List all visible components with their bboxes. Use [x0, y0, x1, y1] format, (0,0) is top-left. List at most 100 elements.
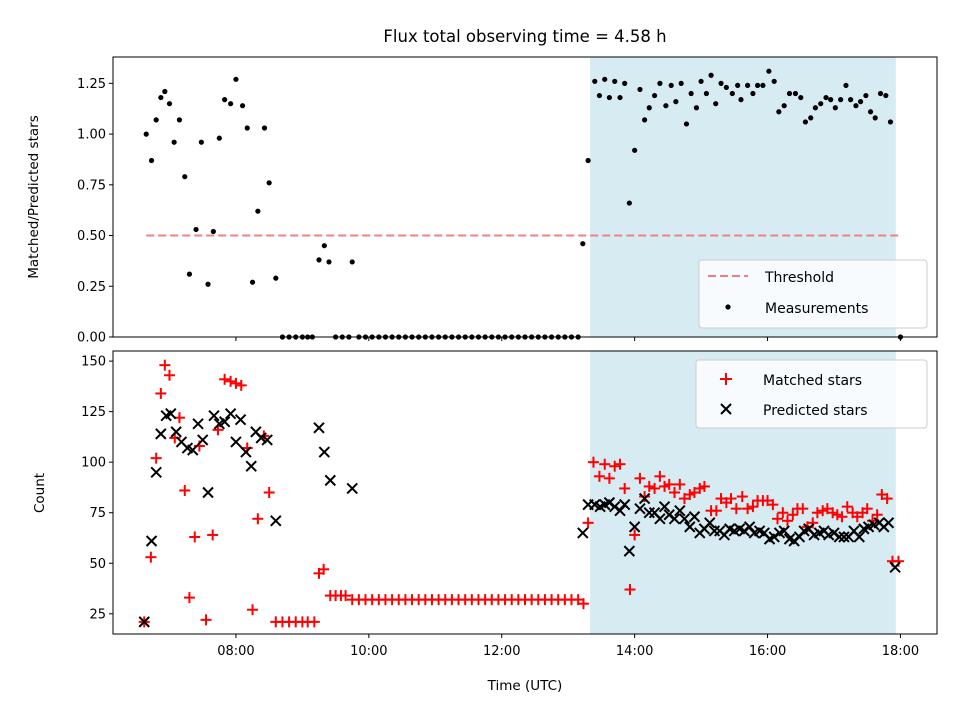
measurement-point [723, 84, 729, 91]
predicted-star-point [313, 422, 325, 434]
predicted-star-point [202, 486, 214, 499]
measurement-point [171, 139, 177, 145]
matched-star-point [649, 482, 661, 494]
matched-star-point [145, 551, 157, 563]
predicted-star-point [245, 460, 257, 472]
matched-star-point [811, 507, 823, 519]
measurement-point [792, 90, 799, 97]
count-y-tick-label: 25 [89, 607, 106, 622]
predicted-star-point [138, 616, 150, 628]
matched-star-point [742, 503, 754, 515]
measurement-point [798, 94, 804, 101]
measurement-point [872, 115, 878, 121]
predicted-star-point [668, 513, 681, 525]
measurement-point [760, 82, 766, 89]
measurement-point [887, 119, 894, 125]
ratio-axes-frame [112, 56, 938, 338]
x-tick-label: 18:00 [882, 644, 919, 659]
matched-star-point [881, 493, 893, 505]
matched-star-point [163, 369, 175, 381]
measurement-point [612, 78, 618, 84]
measurement-point [657, 80, 663, 86]
measurement-point [626, 200, 632, 206]
measurement-point [326, 259, 332, 265]
measurement-point [222, 97, 228, 103]
measurement-point [776, 109, 782, 115]
matched-star-point [807, 517, 819, 529]
ratio-axes-layer: 0.00 0.25 0.50 0.75 1.00 1.25 [77, 56, 938, 346]
matched-star-point [663, 478, 675, 490]
ratio-y-axis-label: Matched/Predicted stars [26, 115, 42, 278]
predicted-star-point [889, 561, 901, 573]
predicted-star-point [628, 521, 641, 533]
measurement-point [244, 125, 250, 131]
count-legend-box [695, 359, 928, 429]
count-legend: Matched stars Predicted stars [695, 359, 928, 429]
matched-star-point [787, 509, 799, 521]
count-y-tick-label: 100 [81, 456, 106, 471]
measurement-point [186, 271, 193, 277]
predicted-star-point [224, 407, 237, 420]
count-y-tick-label: 125 [81, 405, 106, 420]
measurement-point [349, 259, 355, 265]
measurement-point [683, 121, 690, 127]
measurement-point [808, 115, 814, 121]
predicted-star-point [634, 502, 646, 515]
measurement-point [646, 105, 652, 111]
measurement-point [651, 92, 658, 99]
matched-star-point [624, 584, 636, 596]
count-y-tick-label: 150 [81, 355, 106, 370]
predicted-star-point [618, 498, 631, 511]
ratio-y-tick-label: 0.75 [77, 178, 106, 193]
matched-star-point [235, 379, 247, 391]
measurement-point [832, 105, 838, 111]
measurement-point [239, 103, 246, 109]
predicted-star-point [853, 531, 865, 543]
measurement-point [867, 109, 874, 115]
measurement-point [718, 80, 724, 86]
predicted-star-point [270, 515, 282, 527]
measurement-point [668, 82, 674, 89]
measurement-point [592, 78, 598, 84]
measurement-point [606, 94, 612, 101]
measurement-point [143, 131, 149, 137]
measurement-point [698, 78, 704, 84]
chart-title: Flux total observing time = 4.58 h [383, 27, 666, 46]
measurement-point [786, 90, 793, 97]
measurement-point [255, 208, 261, 214]
measurement-point [828, 97, 834, 103]
measurements-legend-swatch [725, 304, 731, 310]
ratio-y-tick-label: 0.25 [77, 280, 106, 295]
predicted-star-point [155, 428, 167, 440]
measurement-point [176, 117, 183, 123]
matched-star-point [797, 503, 809, 515]
measurement-point [713, 101, 719, 107]
predicted-star-point [170, 426, 182, 438]
measurement-point [838, 97, 844, 103]
measurement-point [642, 117, 648, 123]
matched-stars-legend-swatch [720, 373, 732, 385]
measurement-point [585, 157, 591, 164]
predicted-star-point [688, 511, 701, 523]
matched-star-point [639, 491, 651, 503]
measurement-point [162, 88, 168, 95]
measurement-point [729, 90, 735, 97]
count-y-tick-label: 50 [89, 557, 106, 572]
measurement-point [738, 97, 744, 103]
matched-star-point [634, 472, 646, 484]
measurement-point [766, 68, 772, 74]
predicted-star-point [623, 545, 636, 557]
x-tick-label: 08:00 [217, 644, 254, 659]
count-y-tick-label: 75 [89, 506, 106, 521]
measurement-point [802, 119, 809, 125]
predicted-star-point [318, 446, 331, 458]
ratio-y-tick-label: 0.50 [77, 229, 106, 244]
matched-star-point [159, 359, 171, 371]
matched-star-point [308, 616, 320, 628]
matched-star-point [179, 484, 191, 496]
measurement-point [273, 275, 279, 281]
measurement-point [848, 97, 854, 103]
predicted-star-point [208, 409, 220, 422]
predicted-star-point [234, 414, 247, 426]
predicted-star-point [638, 492, 651, 505]
